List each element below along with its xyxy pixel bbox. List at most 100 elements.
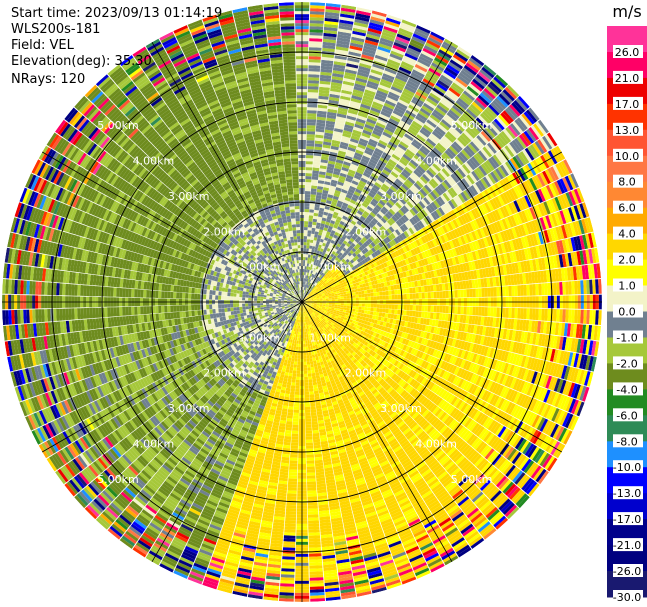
range-gate <box>325 175 332 180</box>
range-gate <box>384 126 395 134</box>
range-gate <box>313 281 316 285</box>
range-gate <box>400 22 416 31</box>
range-gate <box>355 230 361 236</box>
range-gate <box>334 299 338 302</box>
range-gate <box>371 187 379 194</box>
range-gate <box>342 233 348 238</box>
range-gate <box>342 83 354 89</box>
range-gate <box>366 310 371 315</box>
range-gate <box>474 76 487 88</box>
range-gate <box>343 307 347 311</box>
range-gate <box>394 107 405 115</box>
range-gate <box>417 165 426 174</box>
range-gate <box>310 5 325 9</box>
range-gate <box>305 281 307 285</box>
range-gate <box>347 225 353 231</box>
range-gate <box>325 221 330 226</box>
range-gate <box>394 39 409 47</box>
range-gate <box>365 86 377 93</box>
range-gate <box>404 133 414 142</box>
range-gate <box>303 242 307 246</box>
range-gate <box>358 294 362 298</box>
range-gate <box>363 210 370 217</box>
range-gate <box>345 242 351 248</box>
range-gate <box>306 239 311 243</box>
range-gate <box>323 239 328 244</box>
range-gate <box>427 305 431 312</box>
range-gate <box>344 244 349 250</box>
range-gate <box>400 63 413 72</box>
range-gate <box>436 142 447 152</box>
range-gate <box>371 104 383 111</box>
range-gate <box>376 190 384 198</box>
range-gate <box>384 221 391 228</box>
range-gate <box>364 169 372 176</box>
range-gate <box>369 211 376 218</box>
range-gate <box>391 153 401 161</box>
range-gate <box>395 202 402 209</box>
range-gate <box>341 135 351 141</box>
range-gate <box>378 219 385 226</box>
range-gate <box>346 307 350 311</box>
range-gate <box>310 188 317 192</box>
range-gate <box>308 248 312 252</box>
range-gate <box>397 304 401 310</box>
range-gate <box>413 30 429 40</box>
range-gate <box>436 305 440 313</box>
range-gate <box>307 104 318 108</box>
range-gate <box>358 306 362 310</box>
range-gate <box>375 179 384 186</box>
range-gate <box>377 87 389 94</box>
range-gate <box>429 34 444 44</box>
range-gate <box>382 105 394 113</box>
range-gate <box>338 240 343 246</box>
range-gate <box>376 291 380 296</box>
range-gate <box>317 273 321 278</box>
range-gate <box>309 35 323 39</box>
range-gate <box>346 247 352 252</box>
range-gate <box>433 128 444 138</box>
range-gate <box>350 39 364 46</box>
range-gate <box>415 167 424 176</box>
range-gate <box>407 80 419 89</box>
range-gate <box>305 161 313 165</box>
range-gate <box>303 293 305 297</box>
range-gate <box>333 263 337 268</box>
range-gate <box>306 295 309 299</box>
range-gate <box>307 119 317 123</box>
range-gate <box>364 307 368 311</box>
range-gate <box>337 110 348 116</box>
range-gate <box>323 279 328 283</box>
range-gate <box>317 186 324 190</box>
range-gate <box>367 293 371 297</box>
range-gate <box>433 109 445 119</box>
range-gate <box>391 112 402 120</box>
range-gate <box>426 119 437 128</box>
range-gate <box>361 303 365 307</box>
range-gate <box>337 295 341 298</box>
range-gate <box>390 50 404 58</box>
range-gate <box>309 239 314 243</box>
range-gate <box>318 210 324 215</box>
range-gate <box>352 129 362 136</box>
range-gate <box>379 81 392 89</box>
range-gate <box>450 84 463 95</box>
range-gate <box>398 66 412 75</box>
range-gate <box>307 98 318 102</box>
range-gate <box>389 88 402 97</box>
range-gate <box>334 304 338 307</box>
range-gate <box>455 77 468 88</box>
range-gate <box>404 166 413 175</box>
range-gate <box>457 289 461 298</box>
range-gate <box>321 195 327 200</box>
range-gate <box>393 151 402 159</box>
range-gate <box>327 194 334 199</box>
range-gate <box>315 131 325 136</box>
range-gate <box>342 215 348 221</box>
range-gate <box>325 234 330 239</box>
range-gate <box>313 155 321 160</box>
range-gate <box>315 125 325 130</box>
range-gate <box>373 98 385 106</box>
range-gate <box>320 235 325 240</box>
range-gate <box>459 134 470 145</box>
